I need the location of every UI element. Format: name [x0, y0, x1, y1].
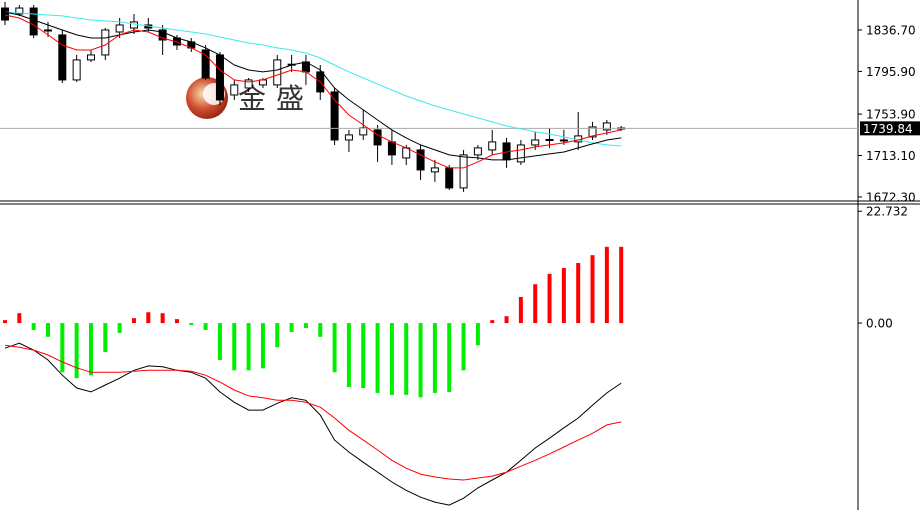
candle-body	[330, 91, 339, 141]
histogram-bar	[590, 255, 595, 324]
histogram-bar	[547, 273, 552, 324]
price-box	[860, 121, 920, 136]
candle-body	[488, 141, 497, 151]
candle-body	[473, 147, 482, 156]
histogram-bar	[576, 263, 581, 324]
candle-body	[445, 167, 454, 189]
candle-body	[115, 24, 124, 33]
candle-body	[215, 54, 224, 101]
candle-body	[430, 167, 439, 173]
histogram-bar	[475, 323, 480, 346]
histogram-bar	[289, 323, 294, 332]
histogram-bar	[103, 323, 108, 353]
histogram-bar	[561, 267, 566, 324]
indicator-line	[4, 344, 622, 481]
candle-body	[602, 122, 611, 131]
candle-body	[516, 144, 525, 163]
candle-body	[373, 129, 382, 146]
candle-body	[158, 29, 167, 41]
candle-body	[344, 134, 353, 141]
y-tick-label: 1795.90	[866, 65, 916, 79]
histogram-bar	[604, 246, 609, 324]
candle-body	[201, 49, 210, 79]
candle-body	[359, 127, 368, 136]
histogram-bar	[346, 323, 351, 388]
histogram-bar	[518, 296, 523, 324]
histogram-bar	[160, 313, 165, 324]
candle-body	[29, 7, 38, 36]
histogram-bar	[389, 323, 394, 395]
histogram-bar	[504, 316, 509, 324]
candle-body	[244, 79, 253, 89]
histogram-bar	[375, 323, 380, 393]
histogram-bar	[418, 323, 423, 398]
candle-body	[588, 126, 597, 138]
histogram-bar	[318, 323, 323, 337]
indicator-line	[4, 14, 622, 169]
candle-body	[531, 139, 540, 146]
candle-body	[72, 59, 81, 81]
histogram-bar	[189, 323, 194, 326]
candle-body	[86, 54, 95, 61]
histogram-bar	[404, 323, 409, 395]
candle-body	[15, 7, 24, 15]
histogram-bar	[260, 323, 265, 369]
candle-body	[416, 149, 425, 171]
candle-body	[273, 59, 282, 86]
histogram-bar	[361, 323, 366, 388]
histogram-bar	[461, 323, 466, 371]
histogram-bar	[533, 284, 538, 324]
histogram-bar	[3, 320, 7, 324]
histogram-bar	[447, 323, 452, 392]
candle-body	[129, 21, 138, 29]
price-label: 1739.84	[863, 122, 913, 136]
indicator-line	[4, 11, 622, 147]
histogram-bar	[619, 246, 624, 324]
histogram-bar	[88, 323, 93, 376]
y-tick-label: 22.732	[866, 205, 908, 219]
candle-body	[387, 141, 396, 156]
candle-body	[230, 84, 239, 96]
histogram-bar	[203, 323, 208, 330]
histogram-bar	[146, 312, 151, 324]
y-tick-label: 1753.90	[866, 108, 916, 122]
histogram-bar	[131, 318, 136, 324]
histogram-bar	[232, 323, 237, 371]
candle-body	[1, 7, 9, 21]
candle-body	[459, 154, 468, 189]
y-tick-label: 1836.70	[866, 23, 916, 37]
histogram-bar	[275, 323, 280, 348]
histogram-bar	[303, 323, 308, 328]
histogram-bar	[490, 320, 495, 324]
histogram-bar	[332, 323, 337, 373]
histogram-bar	[60, 323, 65, 373]
histogram-bar	[45, 323, 50, 337]
candle-body	[58, 34, 67, 81]
y-tick-label: 1672.30	[866, 190, 916, 204]
candle-body	[559, 139, 568, 142]
indicator-line	[4, 342, 622, 506]
candle-body	[101, 29, 110, 56]
histogram-bar	[117, 323, 122, 333]
candle-body	[43, 29, 52, 32]
histogram-bar	[217, 323, 222, 360]
histogram-bar	[432, 323, 437, 393]
histogram-bar	[74, 323, 79, 379]
candle-body	[545, 138, 554, 141]
histogram-bar	[246, 323, 251, 371]
histogram-bar	[174, 319, 179, 324]
y-tick-label: 0.00	[866, 317, 893, 331]
histogram-bar	[17, 313, 22, 324]
indicator-line	[4, 11, 622, 161]
histogram-bar	[31, 323, 36, 330]
y-tick-label: 1713.10	[866, 149, 916, 163]
